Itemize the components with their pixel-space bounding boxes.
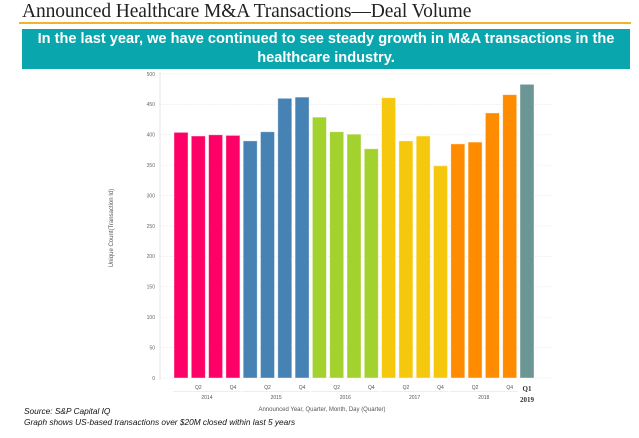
bar-2017-q3	[415, 135, 431, 379]
x-quarter-label: Q4	[506, 385, 513, 391]
y-tick-label: 0	[152, 376, 155, 382]
footnote-line: Graph shows US-based transactions over $…	[24, 416, 296, 427]
y-axis-label: Unique Count(Transaction Id)	[109, 189, 115, 267]
bar-2018-q3	[484, 112, 500, 379]
x-quarter-label: Q2	[472, 385, 479, 391]
bar-2016-q1	[311, 116, 327, 379]
title-divider	[19, 22, 631, 24]
bar-2015-q3	[277, 97, 293, 379]
y-tick-label: 500	[147, 72, 156, 78]
bar-2015-q1	[242, 140, 258, 379]
source-line: Source: S&P Capital IQ	[24, 406, 111, 416]
bar-2014-q3	[208, 134, 224, 379]
y-axis-ticks: 0 50 100 150 200 250 300 350 400 450 500	[147, 72, 156, 382]
y-tick-label: 150	[147, 285, 156, 291]
x-year-label: 2017	[409, 395, 420, 401]
y-tick-label: 50	[149, 345, 155, 351]
bar-2016-q3	[346, 133, 362, 379]
x-quarter-label: Q1	[523, 385, 532, 393]
headline-banner: In the last year, we have continued to s…	[22, 29, 630, 69]
bar-2017-q4	[433, 165, 448, 379]
x-quarter-label: Q2	[333, 385, 340, 391]
y-tick-label: 100	[147, 315, 156, 321]
bar-2015-q2	[260, 131, 275, 379]
bar-2018-q2	[467, 141, 483, 379]
source-note: Source: S&P Capital IQ Graph shows US-ba…	[24, 406, 295, 427]
x-quarter-label: Q2	[264, 385, 271, 391]
y-tick-label: 300	[147, 193, 156, 199]
x-year-label: 2015	[271, 395, 282, 401]
bar-2017-q2	[398, 140, 414, 379]
bar-2019-q1	[519, 83, 535, 379]
x-year-label: 2014	[201, 395, 212, 401]
y-tick-label: 400	[147, 133, 156, 139]
bar-2016-q4	[363, 148, 379, 379]
bar-2017-q1	[381, 97, 397, 379]
x-quarter-label: Q4	[230, 385, 237, 391]
x-quarter-label: Q4	[368, 385, 375, 391]
bar-2018-q1	[450, 143, 466, 379]
bar-2014-q1	[173, 131, 189, 379]
x-year-label: 2016	[340, 395, 351, 401]
bar-2014-q4	[225, 135, 241, 379]
y-tick-label: 450	[147, 102, 156, 108]
bar-2018-q4	[502, 94, 518, 379]
y-tick-label: 200	[147, 254, 156, 260]
x-year-label: 2018	[478, 395, 489, 401]
x-quarter-label: Q4	[437, 385, 444, 391]
x-year-label: 2019	[520, 396, 535, 404]
bar-2015-q4	[294, 96, 310, 379]
x-axis-labels: Q2 Q4 Q2 Q4 Q2 Q4 Q2 Q4 Q2 Q4 Q1 2014 2015 2016 2017 20…	[173, 385, 535, 404]
y-tick-label: 350	[147, 163, 156, 169]
x-quarter-label: Q2	[403, 385, 410, 391]
x-axis-label: Announced Year, Quarter, Month, Day (Qua…	[258, 407, 385, 413]
y-tick-label: 250	[147, 224, 156, 230]
bars	[173, 83, 535, 379]
x-quarter-label: Q2	[195, 385, 202, 391]
x-quarter-label: Q4	[299, 385, 306, 391]
bar-2014-q2	[190, 135, 206, 379]
page-title: Announced Healthcare M&A Transactions—De…	[22, 1, 472, 22]
bar-2016-q2	[329, 131, 345, 379]
